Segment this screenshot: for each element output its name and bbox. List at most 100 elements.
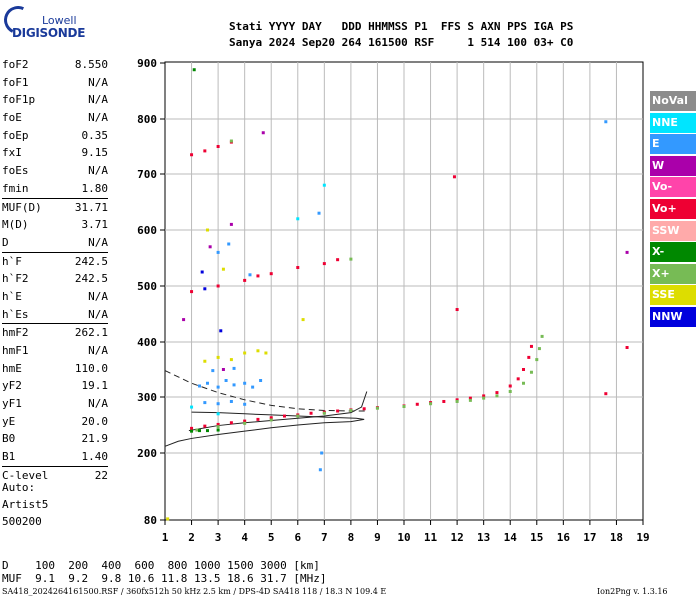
polarization-legend: NoVal NNE E W Vo- Vo+ SSW X- X+ SSE NNW: [650, 91, 696, 329]
auto-code: 500200: [2, 515, 42, 528]
param-name: foEp: [2, 128, 29, 142]
model-curves: [164, 370, 368, 447]
param-name: foEs: [2, 164, 29, 178]
x-tick-label: 12: [450, 531, 463, 544]
x-tick-label: 9: [374, 531, 381, 544]
param-value: 31.71: [74, 200, 108, 214]
echo-point-X+: [195, 428, 199, 432]
echo-point-X-: [190, 429, 194, 433]
legend-item: SSE: [650, 285, 696, 306]
param-value: N/A: [88, 397, 108, 411]
echo-point-X+: [229, 139, 233, 143]
x-tick-label: 7: [321, 531, 328, 544]
legend-item: NNW: [650, 306, 696, 327]
x-tick-label: 1: [162, 531, 169, 544]
param-value: 262.1: [74, 326, 108, 340]
echo-point-X+: [349, 408, 353, 412]
param-name: yF2: [2, 379, 22, 393]
echo-point-X+: [269, 418, 273, 422]
muf-distance-row: D 100 200 400 600 800 1000 1500 3000 [km…: [2, 559, 320, 572]
echo-point-Vo+: [190, 426, 194, 430]
param-value: N/A: [88, 75, 108, 89]
echo-point-W: [182, 318, 186, 322]
param-name: hmE: [2, 361, 22, 375]
echo-point-X+: [537, 347, 541, 351]
param-separator: [2, 251, 108, 253]
param-value: 22: [94, 468, 108, 482]
y-tick-label: 900: [137, 57, 157, 70]
echo-point-E: [320, 451, 324, 455]
param-value: 8.550: [74, 58, 108, 71]
echo-point-Vo+: [529, 344, 533, 348]
echo-point-X+: [216, 425, 220, 429]
echo-point-SSE: [301, 318, 305, 322]
echo-point-X+: [468, 398, 472, 402]
header-row-values: Sanya 2024 Sep20 264 161500 RSF 1 514 10…: [229, 36, 574, 49]
x-tick-label: 16: [557, 531, 571, 544]
echo-point-Vo+: [455, 308, 459, 312]
parameter-list: foF2 8.550 foF1 N/A foF1p N/A foE N/A foEp 0.35 fx…: [2, 56, 108, 485]
echo-point-E: [317, 211, 321, 215]
footer-version: Ion2Png v. 1.3.16: [597, 587, 668, 596]
echo-point-Vo+: [190, 153, 194, 157]
echo-point-Vo+: [203, 149, 207, 153]
echo-point-E: [216, 402, 220, 406]
param-row: fmin 1.80: [2, 180, 108, 198]
param-row: B1 1.40: [2, 448, 108, 466]
echo-point-Vo+: [452, 175, 456, 179]
echo-point-Vo+: [442, 399, 446, 403]
param-name: h`E: [2, 289, 22, 303]
param-row: foEs N/A: [2, 162, 108, 180]
echo-point-Vo+: [243, 419, 247, 423]
echo-point-E: [229, 399, 233, 403]
param-name: MUF(D): [2, 200, 42, 214]
y-tick-label: 300: [137, 391, 157, 404]
param-value: N/A: [88, 289, 108, 303]
legend-item: SSW: [650, 220, 696, 241]
param-name: foF1: [2, 75, 29, 89]
param-value: 242.5: [74, 254, 108, 268]
echo-point-E: [318, 468, 322, 472]
param-row: foF1 N/A: [2, 74, 108, 92]
echo-point-E: [232, 383, 236, 387]
param-row: yE 20.0: [2, 413, 108, 431]
echo-point-Vo+: [256, 417, 260, 421]
x-tick-label: 13: [477, 531, 490, 544]
param-value: 21.9: [81, 432, 109, 446]
echo-point-Vo+: [522, 368, 525, 371]
echo-point-Vo+: [495, 391, 499, 395]
param-separator: [2, 197, 108, 199]
param-value: 3.71: [81, 218, 109, 232]
echo-point-SSE: [205, 228, 209, 232]
y-tick-label: 400: [137, 336, 157, 349]
echo-point-Vo+: [309, 411, 313, 415]
echo-point-X+: [508, 390, 512, 393]
param-row: h`F2 242.5: [2, 270, 108, 288]
param-name: h`F2: [2, 272, 29, 286]
param-value: 242.5: [74, 272, 108, 286]
echo-point-SSE: [221, 267, 225, 271]
param-value: N/A: [88, 164, 108, 178]
param-value: N/A: [88, 111, 108, 125]
echo-point-Vo+: [216, 284, 220, 288]
param-row: h`E N/A: [2, 288, 108, 306]
echo-point-X+: [429, 402, 433, 406]
param-name: B0: [2, 432, 16, 446]
param-row: M(D) 3.71: [2, 216, 108, 234]
echo-point-Vo+: [283, 414, 286, 418]
echo-point-E: [224, 379, 228, 382]
param-name: C-level: [2, 468, 49, 482]
echo-point-E: [248, 273, 252, 277]
x-tick-label: 17: [583, 531, 596, 544]
echo-point-Vo+: [516, 377, 520, 381]
echo-point-W: [625, 250, 629, 254]
x-tick-label: 3: [215, 531, 222, 544]
auto-program: Artist5: [2, 498, 49, 511]
param-value: 1.40: [81, 450, 109, 464]
param-name: foE: [2, 111, 22, 125]
echo-point-Vo+: [216, 422, 220, 426]
y-tick-label: 500: [137, 280, 157, 293]
echo-point-Vo+: [190, 290, 194, 294]
echo-point-W: [221, 368, 225, 371]
param-name: yF1: [2, 397, 22, 411]
